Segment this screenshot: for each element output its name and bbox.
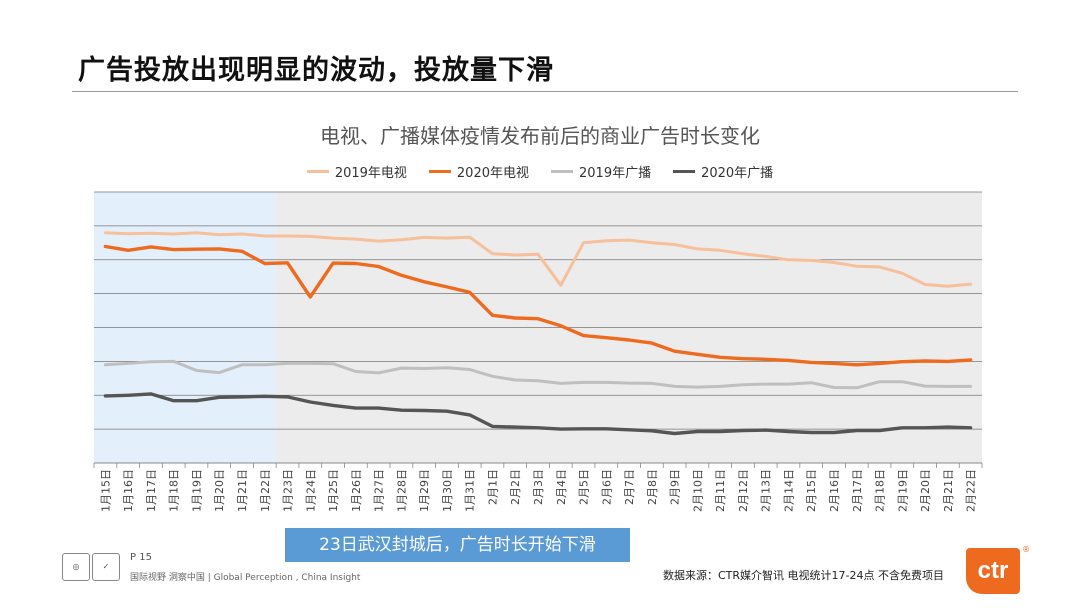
page-number: P 15: [130, 552, 152, 563]
certification-badge-icon: ◎: [62, 553, 90, 581]
x-tick-label: 2月17日: [851, 469, 864, 512]
legend-label-radio2020: 2020年广播: [701, 166, 774, 181]
x-tick-label: 2月8日: [646, 469, 659, 505]
x-tick-label: 1月24日: [304, 469, 317, 512]
legend-swatch-radio2020: [673, 170, 696, 173]
x-tick-label: 2月13日: [760, 469, 773, 512]
x-tick-label: 2月14日: [782, 469, 795, 512]
x-tick-label: 2月9日: [669, 469, 682, 505]
x-tick-label: 1月28日: [395, 469, 408, 512]
x-tick-label: 2月6日: [600, 469, 613, 505]
x-tick-label: 2月5日: [578, 469, 591, 505]
series-line-radio2019: [103, 359, 973, 390]
x-tick-label: 1月31日: [464, 469, 477, 512]
legend-item-radio2020: 2020年广播: [673, 162, 773, 181]
x-tick-label: 2月20日: [919, 469, 932, 512]
x-tick-label: 1月30日: [441, 469, 454, 512]
footer-tagline: 国际视野 洞察中国 | Global Perception , China In…: [130, 573, 361, 583]
x-tick-label: 2月19日: [896, 469, 909, 512]
title-divider: [72, 91, 1018, 92]
x-tick-label: 2月18日: [874, 469, 887, 512]
x-tick-label: 1月16日: [122, 469, 135, 512]
x-tick-label: 1月20日: [213, 469, 226, 512]
registered-mark: ®: [1022, 545, 1030, 554]
x-tick-label: 2月21日: [942, 469, 955, 512]
series-line-tv2020: [103, 244, 973, 367]
x-tick-label: 2月7日: [623, 469, 636, 505]
x-tick-label: 1月26日: [350, 469, 363, 512]
quality-badge-icon: ✓: [92, 553, 120, 581]
x-tick-label: 2月10日: [691, 469, 704, 512]
certification-badges: ◎ ✓: [62, 553, 122, 581]
x-tick-label: 1月19日: [190, 469, 203, 512]
x-tick-label: 1月15日: [99, 469, 112, 512]
chart-legend: 2019年电视 2020年电视 2019年广播 2020年广播: [0, 162, 1080, 181]
x-tick-label: 2月11日: [714, 469, 727, 512]
x-tick-label: 2月4日: [555, 469, 568, 505]
series-line-radio2020: [103, 392, 973, 436]
x-tick-label: 2月16日: [828, 469, 841, 512]
x-tick-label: 2月3日: [532, 469, 545, 505]
x-tick-label: 1月17日: [145, 469, 158, 512]
legend-label-tv2020: 2020年电视: [456, 166, 529, 181]
data-source-note: 数据来源：CTR媒介智讯 电视统计17-24点 不含免费项目: [663, 569, 944, 582]
x-tick-label: 2月12日: [737, 469, 750, 512]
x-tick-label: 2月15日: [805, 469, 818, 512]
legend-swatch-tv2020: [428, 170, 451, 173]
legend-item-tv2020: 2020年电视: [428, 162, 529, 181]
x-tick-label: 2月22日: [965, 469, 978, 512]
x-tick-label: 1月27日: [373, 469, 386, 512]
x-tick-label: 2月2日: [509, 469, 522, 505]
legend-label-tv2019: 2019年电视: [334, 166, 407, 181]
x-tick-label: 1月22日: [259, 469, 272, 512]
x-tick-label: 1月25日: [327, 469, 340, 512]
slide-title: 广告投放出现明显的波动，投放量下滑: [78, 55, 554, 86]
series-line-tv2019: [103, 231, 973, 288]
x-tick-label: 1月23日: [282, 469, 295, 512]
lockdown-callout: 23日武汉封城后，广告时长开始下滑: [285, 528, 630, 562]
legend-label-radio2019: 2019年广播: [579, 166, 652, 181]
chart-title: 电视、广播媒体疫情发布前后的商业广告时长变化: [320, 124, 760, 148]
legend-swatch-radio2019: [551, 170, 573, 173]
x-tick-label: 1月21日: [236, 469, 249, 512]
ctr-logo: ctr: [966, 548, 1020, 594]
x-tick-label: 1月29日: [418, 469, 431, 512]
legend-swatch-tv2019: [306, 170, 329, 173]
legend-item-radio2019: 2019年广播: [551, 162, 651, 181]
legend-item-tv2019: 2019年电视: [306, 162, 407, 181]
x-tick-label: 1月18日: [168, 469, 181, 512]
x-tick-label: 2月1日: [486, 469, 499, 505]
